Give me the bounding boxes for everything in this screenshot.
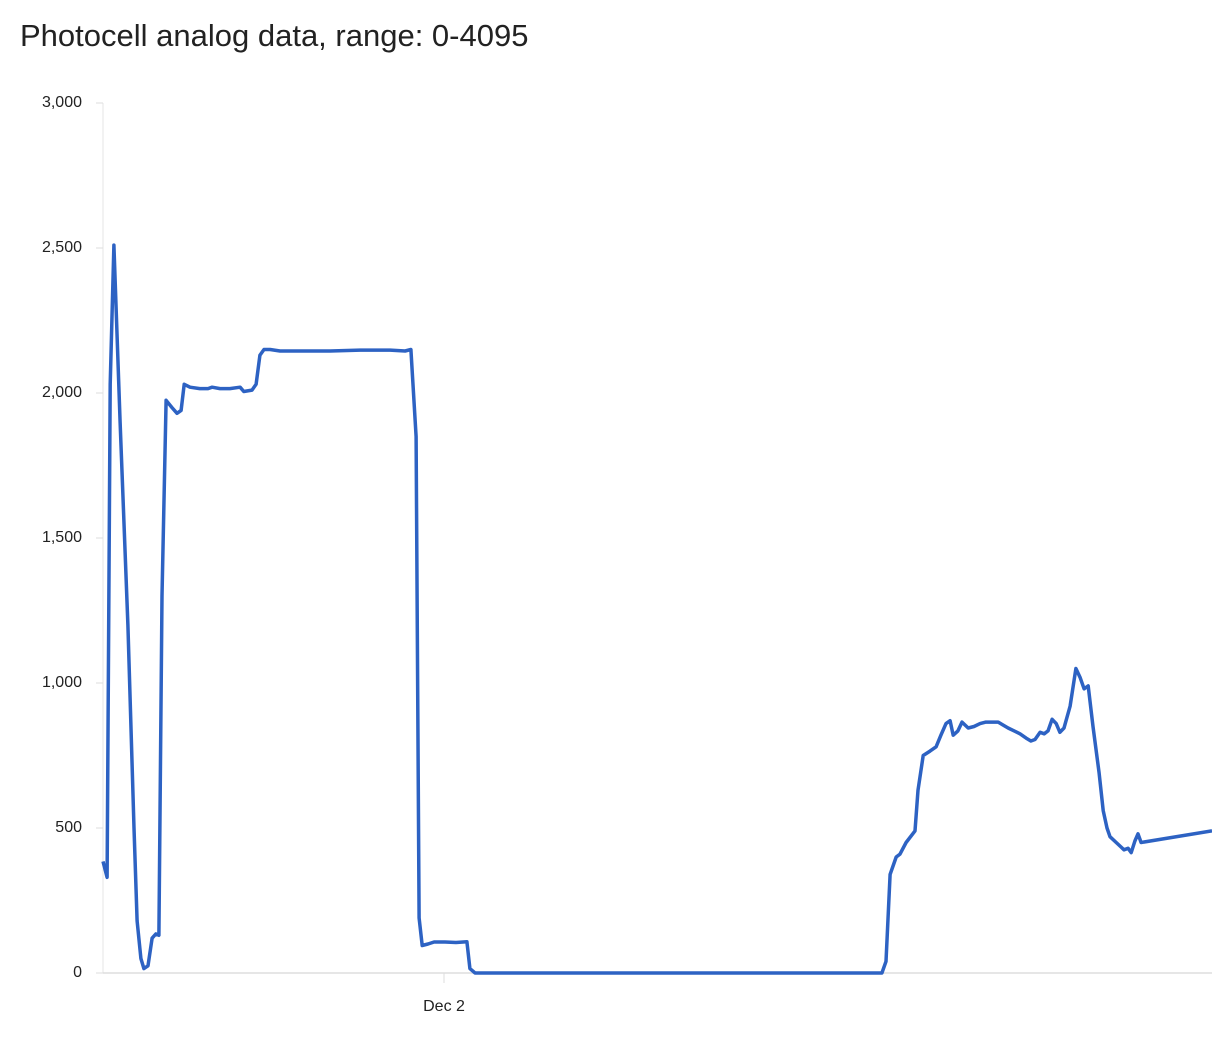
y-tick-label: 1,000	[42, 674, 82, 691]
y-tick-label: 2,500	[42, 239, 82, 256]
y-tick-label: 2,000	[42, 384, 82, 401]
chart-title: Photocell analog data, range: 0-4095	[20, 18, 528, 53]
x-tick-label: Dec 2	[423, 998, 465, 1015]
y-tick-label: 1,500	[42, 529, 82, 546]
y-tick-label: 0	[73, 964, 82, 981]
y-tick-label: 500	[55, 819, 82, 836]
y-tick-label: 3,000	[42, 94, 82, 111]
data-line	[101, 243, 1212, 975]
